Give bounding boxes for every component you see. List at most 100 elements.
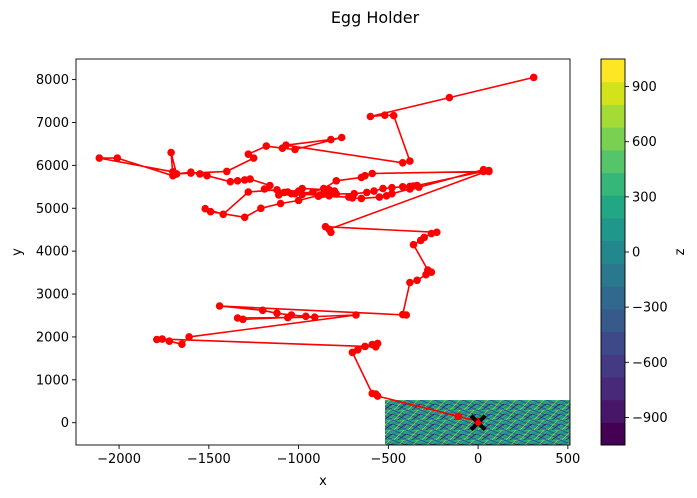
y-axis: 0 1000 2000 3000 4000 5000 6000 7000 8000 (36, 73, 76, 431)
data-point (368, 169, 377, 178)
optimum-marker-center (475, 419, 482, 426)
y-axis-label: y (10, 248, 25, 256)
y-tick-label: 8000 (36, 73, 69, 88)
x-tick-label: −1000 (277, 452, 321, 467)
data-point (398, 183, 407, 191)
colorbar-band (601, 399, 625, 423)
colorbar-band (601, 172, 625, 196)
data-point (187, 168, 195, 176)
data-point (416, 236, 425, 245)
data-point (240, 213, 249, 222)
data-point (153, 335, 161, 344)
data-point (262, 142, 271, 150)
data-point (370, 187, 378, 195)
colorbar-tick-label: 600 (632, 135, 657, 150)
data-point (485, 166, 493, 175)
data-point (337, 133, 346, 142)
data-point (95, 154, 104, 162)
chart-title: Egg Holder (331, 8, 420, 27)
data-point (260, 185, 269, 193)
data-point (454, 412, 463, 421)
data-point (332, 177, 341, 185)
data-point (402, 311, 411, 319)
data-point (167, 148, 175, 157)
data-point (389, 111, 398, 120)
data-point (113, 154, 122, 162)
data-point (226, 177, 235, 186)
data-point (357, 173, 366, 182)
colorbar-band (601, 81, 625, 105)
y-tick-label: 4000 (36, 245, 69, 260)
x-axis-label: x (319, 474, 327, 489)
data-point (361, 342, 369, 351)
colorbar-ticks: −900 −600 −300 0 300 600 900 (625, 80, 668, 426)
colorbar-band (601, 376, 625, 401)
colorbar-band (601, 127, 625, 151)
data-point (291, 145, 299, 154)
data-point (398, 159, 407, 167)
data-point (309, 188, 317, 196)
colorbar-band (601, 240, 625, 264)
x-tick-label: −500 (370, 452, 406, 467)
data-point (275, 191, 283, 199)
colorbar-band (601, 422, 625, 446)
data-point (406, 278, 414, 287)
data-point (257, 204, 265, 213)
colorbar-band (601, 217, 625, 242)
colorbar-bands (601, 59, 625, 446)
y-tick-label: 1000 (36, 373, 69, 388)
data-point (325, 191, 333, 200)
data-point (244, 188, 253, 196)
data-point (373, 392, 382, 400)
y-tick-label: 6000 (36, 159, 69, 174)
y-tick-label: 7000 (36, 116, 69, 131)
data-point (223, 167, 231, 176)
data-point (278, 144, 287, 152)
x-tick-label: 0 (474, 452, 482, 467)
colorbar-label: z (673, 248, 688, 255)
colorbar-tick-label: −600 (632, 356, 668, 371)
colorbar-tick-label: 0 (632, 246, 640, 261)
data-point (246, 175, 254, 183)
data-point (302, 312, 310, 321)
colorbar-tick-label: −900 (632, 411, 668, 426)
data-point (298, 184, 307, 193)
data-point (314, 192, 323, 200)
data-point (406, 185, 414, 193)
data-point (172, 170, 181, 178)
data-point (352, 311, 360, 319)
data-point (249, 154, 258, 162)
data-point (273, 309, 281, 318)
data-point (413, 276, 421, 285)
data-point (239, 315, 247, 324)
plot-area (95, 73, 570, 445)
data-point (332, 190, 341, 198)
data-point (368, 340, 377, 349)
data-point (406, 157, 414, 165)
colorbar-band (601, 286, 625, 310)
data-point (266, 181, 274, 190)
data-point (445, 93, 454, 102)
data-point (284, 313, 292, 322)
data-point (233, 177, 242, 185)
data-point (388, 183, 396, 192)
colorbar-tick-label: 900 (632, 80, 657, 95)
data-point (357, 194, 366, 203)
x-axis: −2000 −1500 −1000 −500 0 500 (97, 445, 580, 467)
colorbar: −900 −600 −300 0 300 600 900 z (600, 58, 688, 446)
data-point (415, 183, 423, 191)
colorbar-band (601, 59, 625, 83)
y-tick-label: 2000 (36, 330, 69, 345)
colorbar-band (601, 195, 625, 219)
colorbar-tick-label: 300 (632, 190, 657, 205)
data-point (327, 135, 335, 144)
colorbar-band (601, 263, 625, 287)
data-point (215, 302, 224, 310)
data-point (427, 229, 436, 238)
data-point (348, 348, 357, 357)
colorbar-band (601, 354, 625, 378)
data-point (327, 228, 335, 237)
colorbar-band (601, 308, 625, 332)
